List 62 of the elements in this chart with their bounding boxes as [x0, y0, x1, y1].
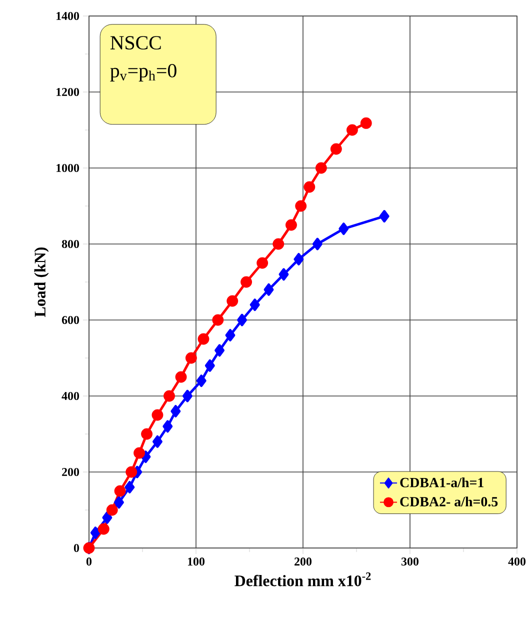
- point: [330, 143, 342, 155]
- y-tick-label: 1000: [56, 164, 80, 172]
- point: [250, 298, 260, 312]
- y-tick-label: 600: [62, 316, 80, 324]
- point: [175, 371, 187, 383]
- annotation: NSCC: [110, 36, 161, 50]
- point: [152, 409, 164, 421]
- point: [346, 124, 358, 136]
- point: [286, 219, 297, 231]
- y-axis-title: Load (kN): [34, 247, 49, 317]
- y-tick-label: 800: [62, 240, 80, 248]
- point: [272, 238, 284, 250]
- point: [225, 328, 236, 342]
- point: [214, 344, 225, 357]
- point: [152, 435, 162, 448]
- point: [240, 276, 252, 288]
- annotation: p$_{v}$=p$_{h}$=0: [110, 64, 176, 82]
- point: [114, 485, 126, 497]
- point: [264, 283, 274, 296]
- point: [114, 496, 124, 509]
- point: [106, 504, 118, 516]
- point: [102, 511, 112, 524]
- point: [256, 257, 268, 269]
- point: [237, 314, 247, 326]
- x-tick-label: 400: [508, 558, 526, 566]
- y-tick-label: 200: [62, 468, 80, 476]
- legend-label: CDBA2- a/h=0.5: [400, 496, 498, 506]
- point: [295, 200, 307, 212]
- y-tick-label: 0: [74, 544, 80, 552]
- x-tick-label: 200: [294, 558, 312, 566]
- y-tick-label: 400: [62, 392, 80, 400]
- point: [185, 352, 197, 364]
- point: [360, 117, 372, 129]
- point: [196, 374, 206, 388]
- point: [98, 523, 110, 535]
- x-tick-label: 0: [86, 558, 92, 566]
- point: [198, 333, 210, 345]
- point: [304, 181, 316, 193]
- point: [162, 420, 173, 433]
- y-tick-label: 1400: [56, 12, 80, 20]
- point: [294, 252, 304, 266]
- point: [141, 428, 153, 440]
- point: [278, 268, 289, 281]
- point: [312, 238, 322, 250]
- point: [226, 295, 238, 307]
- point: [90, 526, 100, 540]
- point: [124, 480, 135, 494]
- point: [126, 466, 138, 478]
- x-tick-label: 100: [188, 558, 205, 566]
- point: [170, 404, 181, 418]
- point: [134, 447, 146, 459]
- point: [204, 359, 215, 372]
- point: [164, 390, 175, 402]
- x-axis-title: Deflection mm x10$^{-2}$: [234, 572, 371, 586]
- y-tick-label: 1200: [56, 88, 80, 96]
- point: [315, 162, 327, 174]
- point: [338, 222, 349, 236]
- point: [212, 314, 224, 326]
- x-tick-label: 300: [401, 558, 419, 566]
- point: [182, 390, 192, 402]
- legend-label: CDBA1-a/h=1: [400, 477, 484, 488]
- point: [379, 210, 390, 222]
